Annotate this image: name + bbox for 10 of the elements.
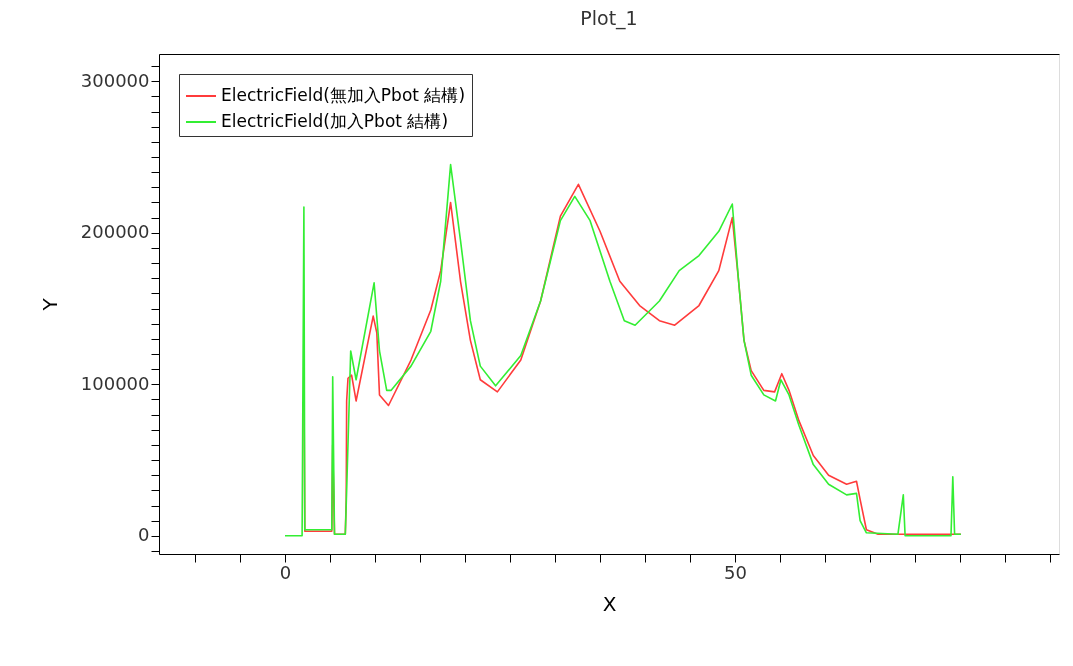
legend-label: ElectricField(加入Pbot 結構) xyxy=(221,111,449,131)
y-tick-label: 100000 xyxy=(80,372,150,394)
y-axis-title: Y xyxy=(37,297,62,312)
y-tick-label: 200000 xyxy=(80,221,150,243)
x-tick-label: 50 xyxy=(724,561,747,583)
chart-title: Plot_1 xyxy=(580,7,638,30)
y-tick-label: 300000 xyxy=(80,69,150,91)
legend-label: ElectricField(無加入Pbot 結構) xyxy=(221,85,466,105)
y-tick-label: 0 xyxy=(138,524,150,546)
x-axis-title: X xyxy=(602,591,617,616)
